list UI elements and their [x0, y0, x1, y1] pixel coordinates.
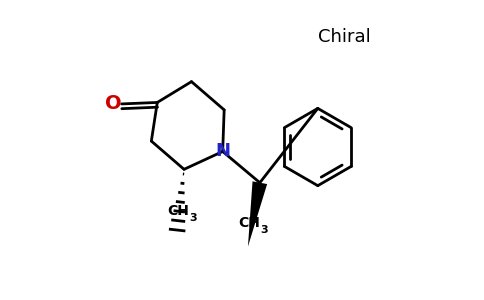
Text: O: O: [105, 94, 121, 113]
Text: Chiral: Chiral: [318, 28, 371, 46]
Text: CH: CH: [239, 216, 260, 230]
Text: 3: 3: [260, 225, 268, 235]
Text: CH: CH: [167, 204, 189, 218]
Text: 3: 3: [189, 213, 197, 223]
Polygon shape: [248, 181, 267, 247]
Text: N: N: [215, 142, 230, 160]
